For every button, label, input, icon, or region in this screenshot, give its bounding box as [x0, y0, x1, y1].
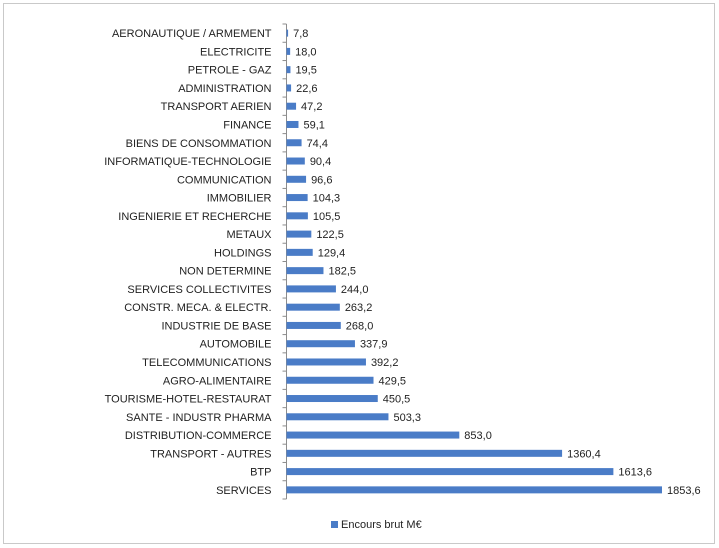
chart-frame — [3, 3, 715, 544]
bar-value-label: 122,5 — [316, 229, 344, 241]
bar-value-label: 105,5 — [313, 211, 341, 223]
category-label: INFORMATIQUE-TECHNOLOGIE — [104, 156, 271, 168]
category-label: TRANSPORT AERIEN — [161, 101, 272, 113]
bar — [286, 120, 299, 128]
category-label: METAUX — [226, 229, 272, 241]
category-label: TELECOMMUNICATIONS — [142, 357, 271, 369]
bar — [286, 468, 614, 476]
category-label: AERONAUTIQUE / ARMEMENT — [112, 28, 272, 40]
bar-value-label: 503,3 — [393, 412, 421, 424]
bar — [286, 194, 308, 202]
bar — [286, 303, 340, 311]
category-label: COMMUNICATION — [177, 174, 272, 186]
bar — [286, 47, 291, 55]
bar-value-label: 18,0 — [295, 46, 316, 58]
bar — [286, 212, 308, 220]
bar — [286, 248, 313, 256]
bar-value-label: 244,0 — [341, 284, 369, 296]
bar-value-label: 337,9 — [360, 339, 388, 351]
bar — [286, 102, 297, 110]
category-label: FINANCE — [223, 119, 271, 131]
bar — [286, 66, 291, 74]
bar-value-label: 392,2 — [371, 357, 399, 369]
category-label: BTP — [250, 467, 271, 479]
bar-value-label: 74,4 — [307, 138, 328, 150]
category-label: AUTOMOBILE — [200, 339, 272, 351]
bar — [286, 29, 289, 37]
bar-value-label: 263,2 — [345, 302, 373, 314]
bar — [286, 230, 312, 238]
category-label: TOURISME-HOTEL-RESTAURAT — [105, 394, 272, 406]
category-label: TRANSPORT - AUTRES — [150, 448, 271, 460]
bar — [286, 285, 336, 293]
bar — [286, 321, 341, 329]
bar — [286, 358, 366, 366]
bar-value-label: 853,0 — [464, 430, 492, 442]
category-label: PETROLE - GAZ — [188, 65, 272, 77]
bar-value-label: 104,3 — [313, 193, 341, 205]
bar-value-label: 1613,6 — [618, 467, 652, 479]
category-label: NON DETERMINE — [179, 266, 271, 278]
bar — [286, 413, 389, 421]
bar-value-label: 182,5 — [328, 266, 356, 278]
bar-value-label: 268,0 — [346, 320, 374, 332]
bar — [286, 395, 378, 403]
bar-value-label: 450,5 — [383, 394, 411, 406]
category-label: HOLDINGS — [214, 247, 271, 259]
category-label: INGENIERIE ET RECHERCHE — [118, 211, 271, 223]
category-label: AGRO-ALIMENTAIRE — [163, 375, 272, 387]
bar-value-label: 96,6 — [311, 174, 332, 186]
bar — [286, 376, 374, 384]
category-label: SERVICES — [216, 485, 271, 497]
bar-value-label: 90,4 — [310, 156, 331, 168]
category-label: ELECTRICITE — [200, 46, 272, 58]
category-label: SANTE - INDUSTR PHARMA — [126, 412, 272, 424]
bar-value-label: 19,5 — [295, 65, 316, 77]
bar — [286, 486, 662, 494]
category-label: IMMOBILIER — [207, 193, 272, 205]
bar-value-label: 1360,4 — [567, 448, 601, 460]
bar-value-label: 429,5 — [379, 375, 407, 387]
bar-value-label: 7,8 — [293, 28, 308, 40]
legend-label: Encours brut M€ — [341, 519, 422, 531]
legend-swatch — [331, 521, 338, 528]
bar — [286, 449, 563, 457]
bar — [286, 139, 302, 147]
bar — [286, 175, 307, 183]
bar-value-label: 22,6 — [296, 83, 317, 95]
category-label: INDUSTRIE DE BASE — [161, 320, 271, 332]
bar — [286, 340, 355, 348]
category-label: CONSTR. MECA. & ELECTR. — [124, 302, 271, 314]
category-label: BIENS DE CONSOMMATION — [126, 138, 272, 150]
bar — [286, 157, 305, 165]
bar-value-label: 59,1 — [303, 119, 324, 131]
bar — [286, 267, 324, 275]
category-label: DISTRIBUTION-COMMERCE — [125, 430, 272, 442]
bar-value-label: 47,2 — [301, 101, 322, 113]
bar-value-label: 129,4 — [318, 247, 346, 259]
bar-value-label: 1853,6 — [667, 485, 701, 497]
category-label: SERVICES COLLECTIVITES — [127, 284, 271, 296]
category-label: ADMINISTRATION — [178, 83, 271, 95]
bar — [286, 84, 292, 92]
bar — [286, 431, 460, 439]
